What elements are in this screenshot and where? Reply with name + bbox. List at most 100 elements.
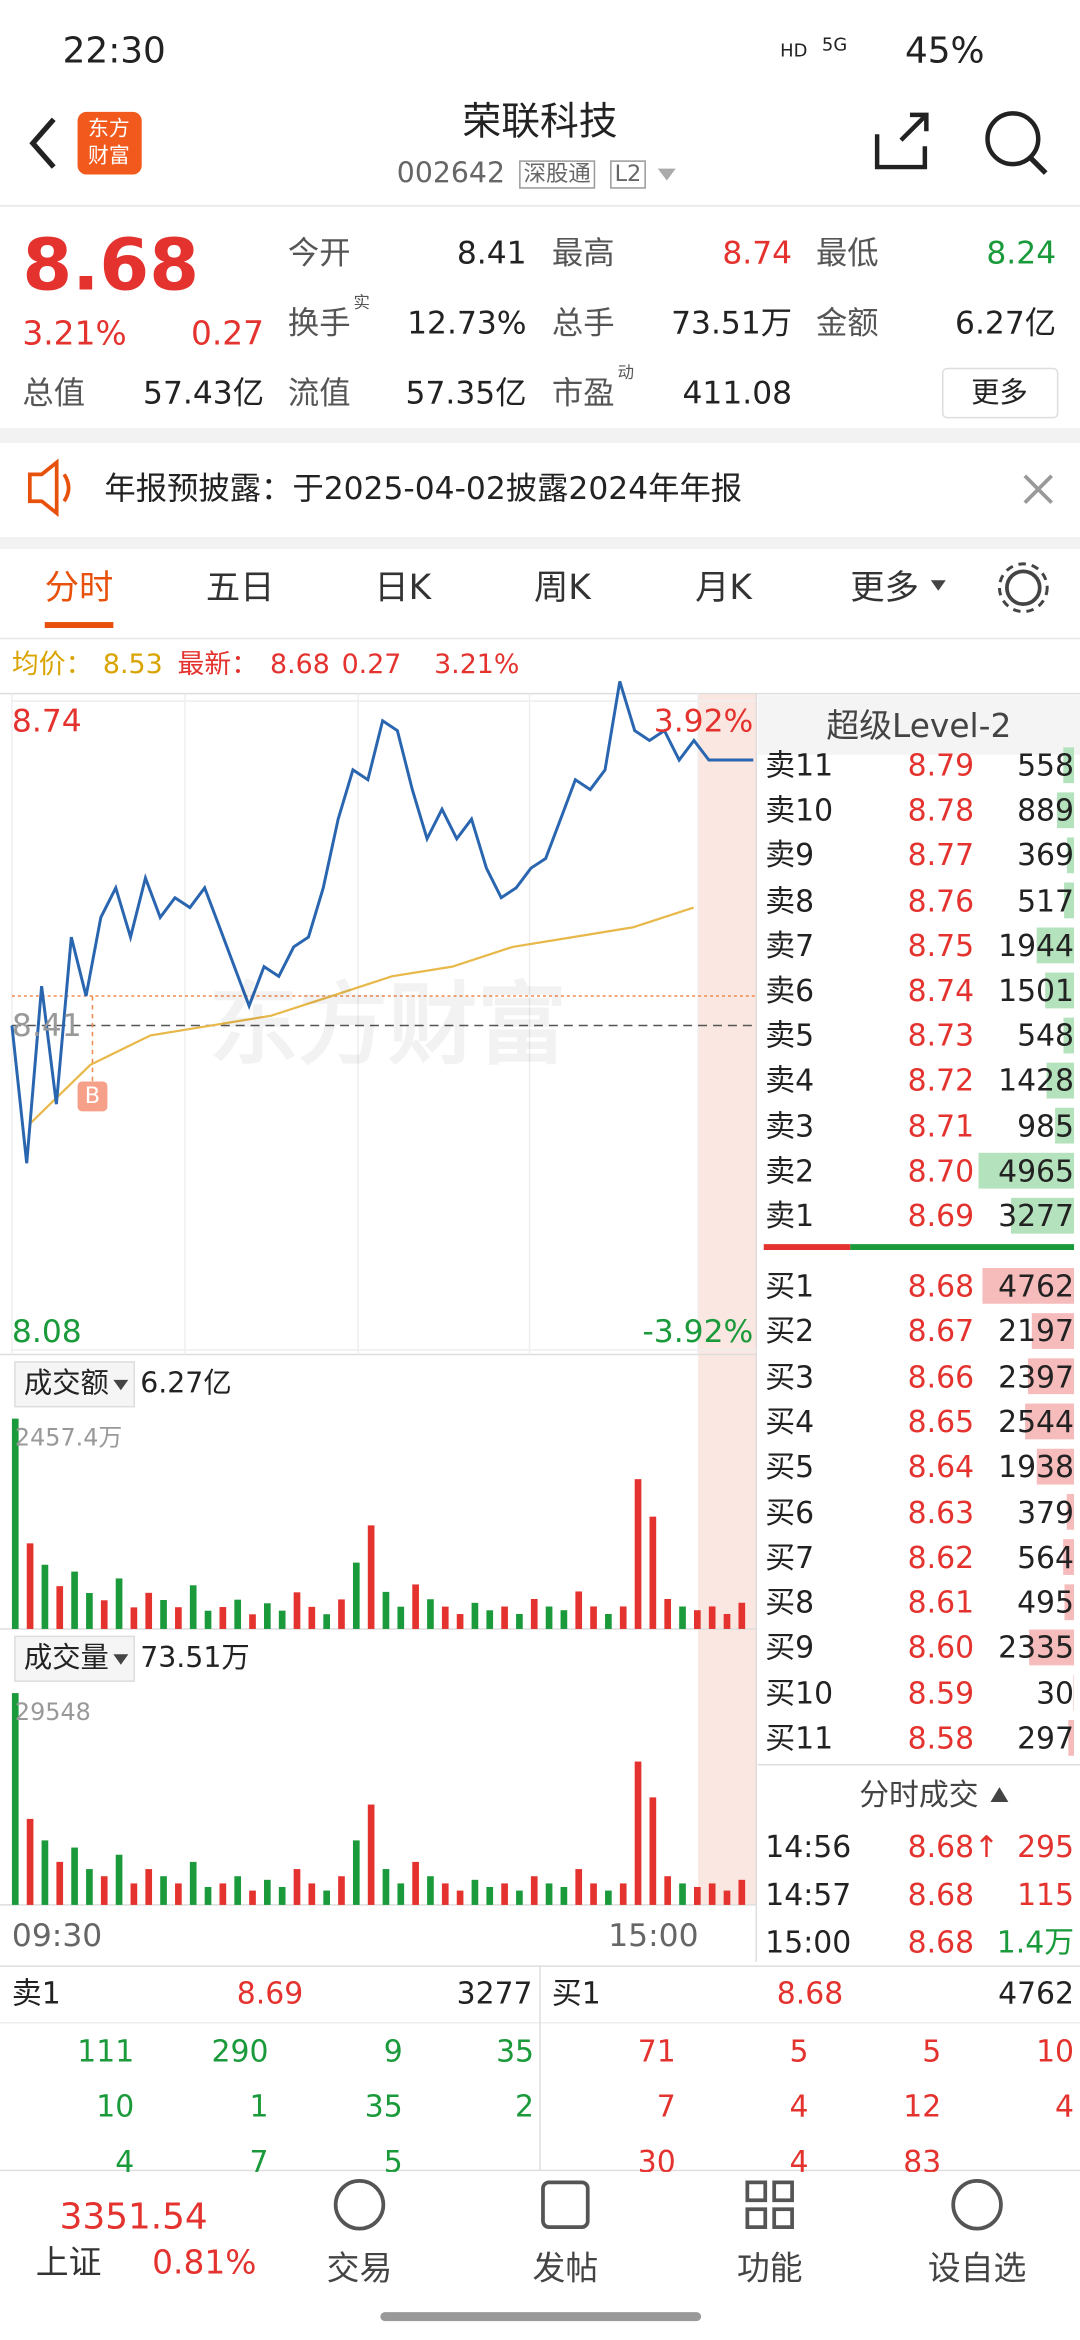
bar — [264, 1603, 271, 1629]
depth-bar — [1056, 792, 1075, 829]
post-icon[interactable] — [541, 2180, 590, 2229]
bar — [694, 1886, 701, 1905]
tab[interactable]: 周K — [533, 569, 591, 608]
book-price: 8.68 — [776, 1975, 844, 2011]
more-button-label[interactable]: 更多 — [971, 376, 1028, 410]
nav-item[interactable]: 设自选 — [927, 2250, 1027, 2289]
order-size: 7 — [656, 2088, 676, 2125]
tab[interactable]: 分时 — [44, 569, 114, 608]
home-indicator — [380, 2312, 702, 2322]
book-label: 卖7 — [765, 927, 815, 964]
bar — [708, 1606, 716, 1629]
last-label: 最新： — [177, 648, 259, 681]
bar — [56, 1861, 64, 1905]
band — [0, 537, 1080, 549]
tab[interactable]: 更多 — [850, 569, 919, 608]
more-button[interactable] — [942, 367, 1059, 419]
bar — [560, 1886, 568, 1905]
dropdown[interactable] — [14, 1361, 135, 1408]
book-label: 卖5 — [765, 1017, 815, 1054]
field-label: 总手 — [551, 305, 615, 341]
bar — [352, 1562, 360, 1629]
trades-title[interactable]: 分时成交 — [859, 1776, 979, 1813]
logo-text: 东方 — [88, 117, 130, 142]
bar — [352, 1840, 360, 1905]
depth-bar — [1031, 1313, 1075, 1349]
tab[interactable]: 月K — [695, 569, 752, 608]
order-size: 111 — [77, 2033, 135, 2070]
bar — [204, 1610, 212, 1629]
share-icon[interactable] — [874, 112, 929, 170]
bar — [412, 1861, 419, 1905]
index-value[interactable]: 3351.54 — [59, 2195, 208, 2238]
nav-item[interactable]: 发帖 — [532, 2250, 599, 2289]
book-price: 8.66 — [907, 1358, 975, 1395]
bar — [130, 1607, 138, 1629]
y-tick-label: 2457.4万 — [14, 1423, 123, 1452]
field-label: 市盈 — [551, 375, 615, 411]
nav-item[interactable]: 功能 — [736, 2250, 803, 2289]
book-label: 买10 — [765, 1674, 834, 1711]
book-label: 卖3 — [765, 1107, 815, 1144]
watchlist-icon[interactable] — [951, 2179, 1003, 2231]
avg-label: 均价： — [11, 648, 93, 681]
chart-selector[interactable]: 成交额 — [23, 1367, 109, 1400]
depth-bar — [1063, 1539, 1075, 1575]
search-icon — [1028, 156, 1048, 175]
bar — [397, 1883, 405, 1905]
last-price: 8.68 — [22, 223, 200, 308]
bar — [590, 1606, 597, 1629]
field-sup: 实 — [353, 293, 370, 313]
order-size: 10 — [1036, 2033, 1075, 2070]
trade-icon[interactable] — [333, 2179, 386, 2231]
settings-icon — [997, 562, 1049, 614]
book-price: 8.65 — [907, 1403, 975, 1440]
field-value: 57.43亿 — [143, 375, 265, 411]
book-price: 8.73 — [907, 1017, 975, 1054]
tab[interactable]: 五日 — [205, 569, 275, 608]
trade-time: 14:56 — [765, 1828, 852, 1865]
book-price: 8.74 — [907, 972, 975, 1009]
bar — [11, 1693, 19, 1905]
book-label: 买9 — [765, 1629, 815, 1666]
logo — [77, 111, 142, 175]
trade-time: 14:57 — [765, 1876, 852, 1913]
close-icon[interactable] — [1023, 474, 1053, 505]
field-sup: 动 — [617, 363, 634, 383]
bar — [664, 1876, 672, 1905]
trade-volume: 1.4万 — [996, 1924, 1075, 1961]
bar — [175, 1607, 182, 1629]
book-price: 8.60 — [907, 1629, 975, 1666]
bar — [456, 1614, 464, 1629]
trade-price: 8.68 — [907, 1828, 975, 1865]
bar — [738, 1602, 746, 1629]
settings-icon[interactable] — [1005, 569, 1042, 607]
bar — [130, 1883, 138, 1905]
tab[interactable]: 日K — [374, 569, 432, 608]
y-tick-label: 8.08 — [11, 1313, 82, 1350]
depth-bar — [1029, 1629, 1075, 1666]
field-label: 换手 — [287, 305, 351, 341]
notice-text[interactable]: 年报预披露：于2025-04-02披露2024年年报 — [104, 470, 743, 507]
collapse-arrow — [990, 1787, 1009, 1802]
depth-bar — [1066, 837, 1075, 874]
order-size: 5 — [922, 2033, 942, 2070]
book-price: 8.76 — [907, 882, 975, 919]
dropdown[interactable] — [14, 1635, 135, 1682]
book-volume: 1428 — [998, 1062, 1075, 1099]
auction-shade — [698, 693, 757, 1905]
bar — [11, 1418, 19, 1629]
depth-bar — [1046, 1062, 1075, 1099]
depth-bar — [1027, 1358, 1075, 1395]
bar — [338, 1876, 345, 1905]
function-icon[interactable] — [745, 2180, 794, 2229]
nav-item[interactable]: 交易 — [326, 2250, 393, 2289]
bar — [441, 1883, 449, 1905]
bar — [501, 1883, 508, 1905]
change-pct: 3.21% — [434, 648, 520, 681]
trade-price: 8.68 — [907, 1924, 975, 1961]
search-icon[interactable] — [985, 111, 1041, 167]
back-icon[interactable] — [29, 117, 56, 169]
chart-selector[interactable]: 成交量 — [23, 1641, 109, 1675]
